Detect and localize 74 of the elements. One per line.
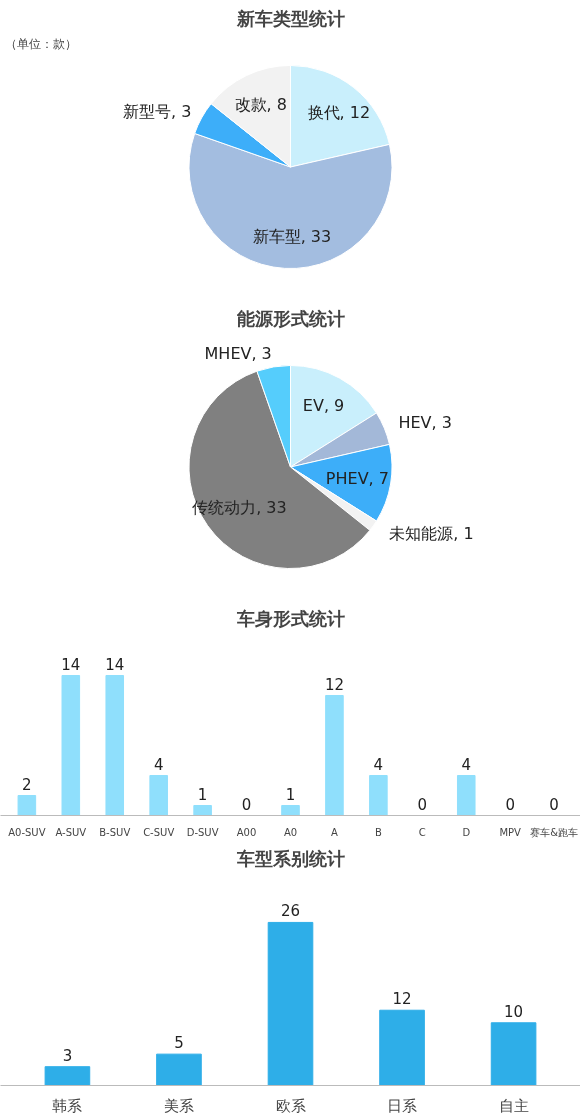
x-tick-label: A0-SUV	[8, 826, 46, 838]
slice-label: MHEV	[204, 344, 252, 364]
bar	[281, 805, 300, 816]
x-tick-label: C	[418, 826, 426, 838]
data-label: 5	[174, 1034, 184, 1053]
data-label: , 3	[431, 413, 452, 433]
data-label: 1	[285, 785, 296, 804]
data-label: 2	[22, 775, 32, 794]
x-tick-label: 欧系	[275, 1096, 306, 1115]
x-tick-label: 美系	[163, 1096, 194, 1115]
x-tick-label: B-SUV	[99, 826, 131, 838]
bar	[456, 775, 476, 816]
data-label: 10	[504, 1002, 524, 1021]
data-label: , 3	[170, 101, 192, 121]
x-tick-label: A0	[283, 826, 298, 838]
chart-title: 车身形式统计	[235, 607, 345, 629]
data-label: , 9	[323, 396, 345, 416]
data-label: , 8	[266, 94, 287, 114]
x-tick-label: C-SUV	[143, 826, 175, 838]
slice-label: EV	[302, 396, 324, 416]
slice-label: 新车型	[252, 227, 301, 247]
bar	[267, 921, 314, 1086]
data-label: 3	[62, 1046, 73, 1065]
bar	[149, 775, 168, 816]
bar	[379, 1009, 425, 1086]
slice-label: 换代	[307, 102, 340, 122]
chart-title: 能源形式统计	[236, 307, 345, 329]
bar	[17, 795, 37, 816]
x-tick-label: 日系	[387, 1096, 418, 1115]
data-label: 4	[461, 755, 472, 774]
x-tick-label: B	[374, 826, 382, 838]
data-label: 4	[153, 755, 164, 774]
data-label: , 1	[453, 524, 474, 544]
data-label: 0	[241, 795, 252, 814]
slice-label: 改款	[234, 94, 267, 114]
x-tick-label: A	[331, 826, 339, 838]
bar	[490, 1022, 537, 1086]
bar	[44, 1066, 91, 1086]
x-tick-label: A00	[236, 826, 257, 838]
slice-label: 新型号	[122, 101, 171, 121]
x-tick-label: 赛车&跑车	[530, 826, 579, 838]
x-tick-label: MPV	[499, 826, 522, 838]
slice-label: 未知能源	[389, 524, 454, 544]
slice-label: HEV	[398, 413, 432, 433]
chart-title: 车型系别统计	[235, 847, 345, 869]
data-label: 4	[373, 755, 384, 774]
bar	[193, 805, 212, 816]
bar	[105, 675, 125, 816]
x-tick-label: 自主	[498, 1096, 529, 1115]
data-label: 0	[505, 795, 515, 814]
data-label: 0	[549, 795, 559, 814]
data-label: , 3	[251, 344, 272, 364]
bar	[325, 695, 344, 816]
data-label: 26	[280, 902, 301, 921]
data-label: , 33	[256, 497, 287, 517]
data-label: , 33	[300, 227, 332, 247]
chart-title: 新车类型统计	[235, 7, 345, 29]
data-label: , 7	[368, 469, 389, 489]
slice-label: PHEV	[325, 469, 369, 489]
data-label: , 12	[339, 102, 371, 122]
x-tick-label: A-SUV	[55, 826, 87, 838]
data-label: 14	[105, 655, 125, 674]
bar	[156, 1053, 202, 1086]
data-label: 14	[61, 655, 81, 674]
text: （单位：款）	[4, 36, 77, 51]
x-tick-label: D-SUV	[186, 826, 219, 838]
data-label: 12	[324, 675, 344, 694]
data-label: 1	[197, 785, 208, 804]
x-tick-label: 韩系	[52, 1096, 83, 1115]
x-tick-label: D	[462, 826, 471, 838]
data-label: 0	[417, 795, 428, 814]
bar	[369, 775, 388, 816]
bar	[61, 675, 81, 816]
data-label: 12	[392, 990, 412, 1009]
